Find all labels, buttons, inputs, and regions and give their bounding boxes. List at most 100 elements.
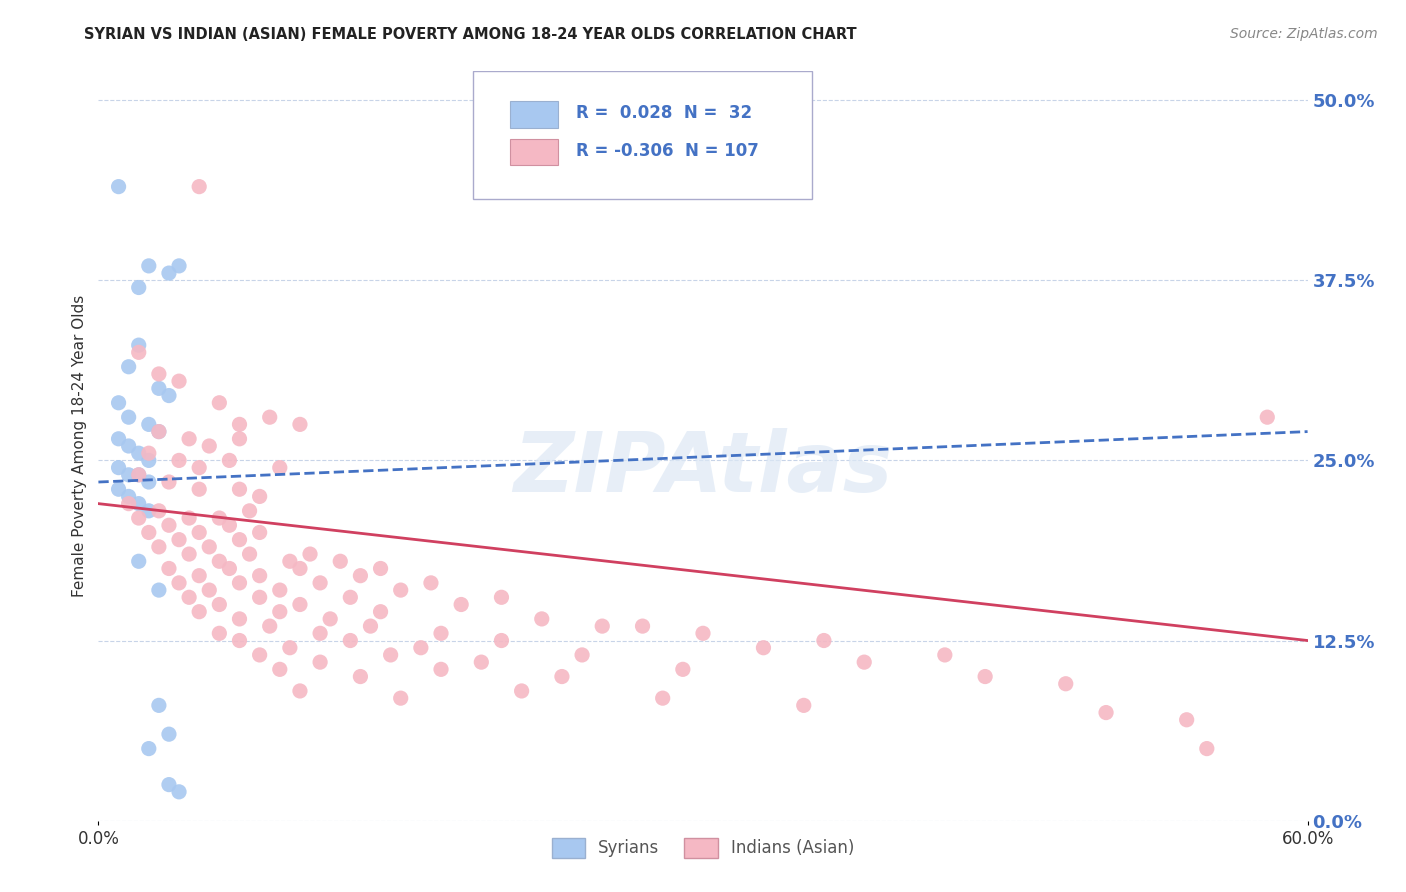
Point [198,583,221,598]
Point [188,525,211,540]
Point [491,633,513,648]
Point [239,504,262,518]
Point [259,410,281,425]
Point [107,396,129,410]
Point [974,669,997,683]
Point [450,598,472,612]
Point [188,179,211,194]
Point [430,626,453,640]
Point [157,475,180,489]
Point [319,612,342,626]
Point [128,467,150,482]
Point [631,619,654,633]
Point [228,417,250,432]
Point [470,655,492,669]
Point [148,367,170,381]
Point [591,619,613,633]
Point [118,359,141,374]
Point [389,691,412,706]
Point [339,591,361,605]
Point [107,179,129,194]
Point [571,648,593,662]
Point [692,626,714,640]
Point [188,460,211,475]
Point [157,778,180,792]
Point [239,547,262,561]
Point [138,525,160,540]
Point [329,554,352,568]
Point [157,561,180,575]
Point [349,568,371,582]
Point [853,655,876,669]
Point [208,554,231,568]
Point [551,669,574,683]
Point [179,432,201,446]
Text: ZIPAtlas: ZIPAtlas [513,428,893,509]
Text: R = -0.306  N = 107: R = -0.306 N = 107 [576,142,759,160]
Point [1095,706,1118,720]
Point [107,482,129,496]
Point [288,598,311,612]
Point [228,575,250,590]
Point [228,633,250,648]
Point [409,640,432,655]
Point [208,598,231,612]
Point [218,453,240,467]
Point [148,583,170,598]
Point [208,396,231,410]
Point [651,691,673,706]
Point [1195,741,1218,756]
FancyBboxPatch shape [509,102,558,128]
Point [138,741,160,756]
Point [370,561,392,575]
Point [269,662,291,676]
Point [259,619,281,633]
Point [672,662,695,676]
FancyBboxPatch shape [474,71,811,199]
Point [188,605,211,619]
Point [430,662,453,676]
Point [752,640,775,655]
Text: R =  0.028  N =  32: R = 0.028 N = 32 [576,104,752,122]
Point [198,439,221,453]
Point [370,605,392,619]
Point [228,612,250,626]
Point [208,626,231,640]
Point [157,727,180,741]
Point [138,504,160,518]
Point [198,540,221,554]
Point [118,497,141,511]
Point [157,266,180,280]
Point [157,518,180,533]
Point [138,475,160,489]
Point [278,640,301,655]
Point [1175,713,1198,727]
Point [188,482,211,496]
Point [288,561,311,575]
Point [167,785,190,799]
Text: SYRIAN VS INDIAN (ASIAN) FEMALE POVERTY AMONG 18-24 YEAR OLDS CORRELATION CHART: SYRIAN VS INDIAN (ASIAN) FEMALE POVERTY … [84,27,858,42]
Point [309,655,332,669]
Point [299,547,322,561]
Point [107,460,129,475]
Point [138,259,160,273]
Point [148,381,170,395]
Point [288,684,311,698]
Point [138,446,160,460]
Point [1256,410,1278,425]
Point [167,533,190,547]
Point [278,554,301,568]
Point [188,568,211,582]
Point [339,633,361,648]
Point [269,460,291,475]
Point [208,511,231,525]
Point [167,453,190,467]
Point [118,490,141,504]
Text: Source: ZipAtlas.com: Source: ZipAtlas.com [1230,27,1378,41]
Point [380,648,402,662]
Point [148,540,170,554]
Point [148,425,170,439]
Point [128,511,150,525]
Point [349,669,371,683]
FancyBboxPatch shape [509,139,558,165]
